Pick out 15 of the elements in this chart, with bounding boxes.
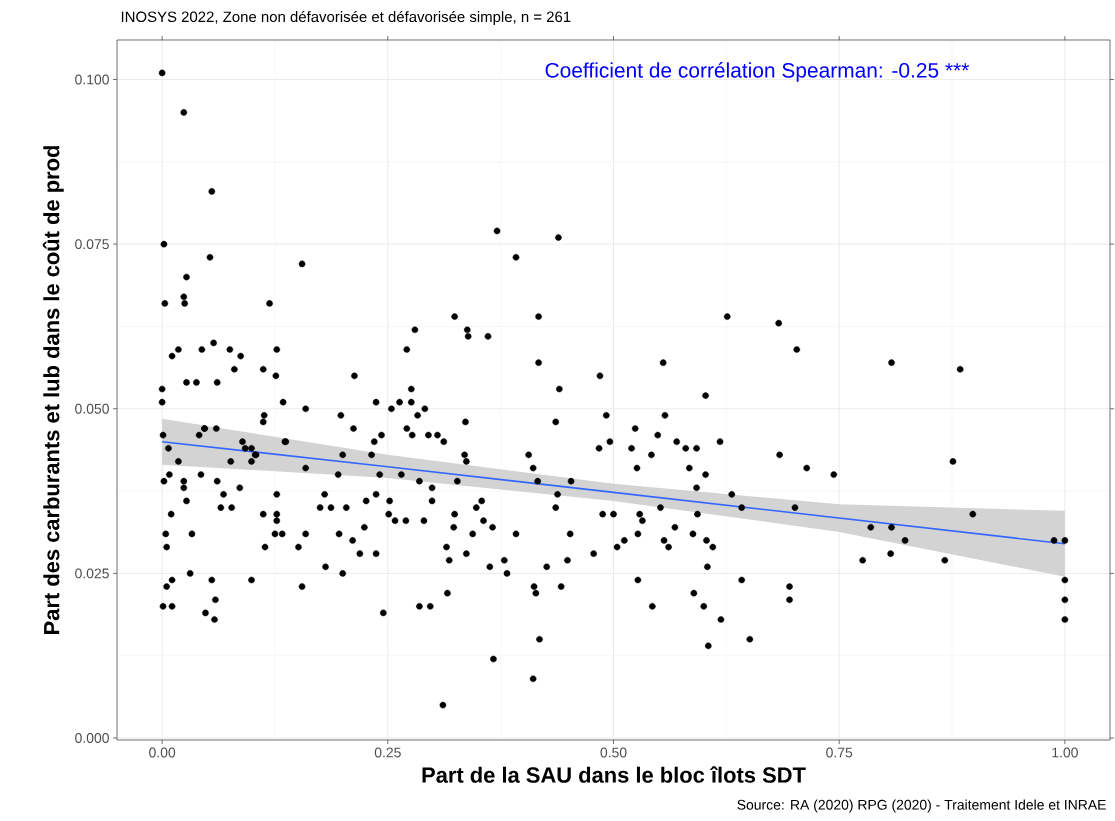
y-tick-label: 0.075 [75, 239, 109, 250]
x-tick-label: 0.00 [149, 747, 176, 758]
x-tick-label: 0.50 [600, 747, 627, 758]
chart-title: INOSYS 2022, Zone non défavorisée et défavorisée simple, n = 261 [121, 10, 571, 26]
source-note: Source: RA (2020) RPG (2020) - Traitement Idele et INRAE [737, 799, 1106, 813]
y-tick-label: 0.000 [75, 733, 109, 743]
x-tick-label: 1.00 [1052, 747, 1078, 758]
x-tick-label: 0.75 [826, 747, 853, 758]
y-tick-label: 0.100 [75, 74, 109, 85]
y-axis-title: Part des carburants et lub dans le coût de prod [42, 146, 64, 634]
annotation: Coefficient de corrélation Spearman: -0.25 *** [545, 62, 970, 82]
y-tick-label: 0.025 [75, 568, 109, 579]
y-tick-label: 0.050 [75, 403, 109, 414]
x-tick-label: 0.25 [374, 747, 401, 758]
x-axis-title: Part de la SAU dans le bloc îlots SDT [422, 766, 806, 783]
